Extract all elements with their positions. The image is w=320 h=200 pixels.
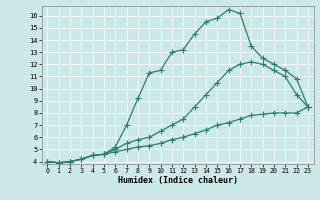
X-axis label: Humidex (Indice chaleur): Humidex (Indice chaleur) [118, 176, 237, 185]
